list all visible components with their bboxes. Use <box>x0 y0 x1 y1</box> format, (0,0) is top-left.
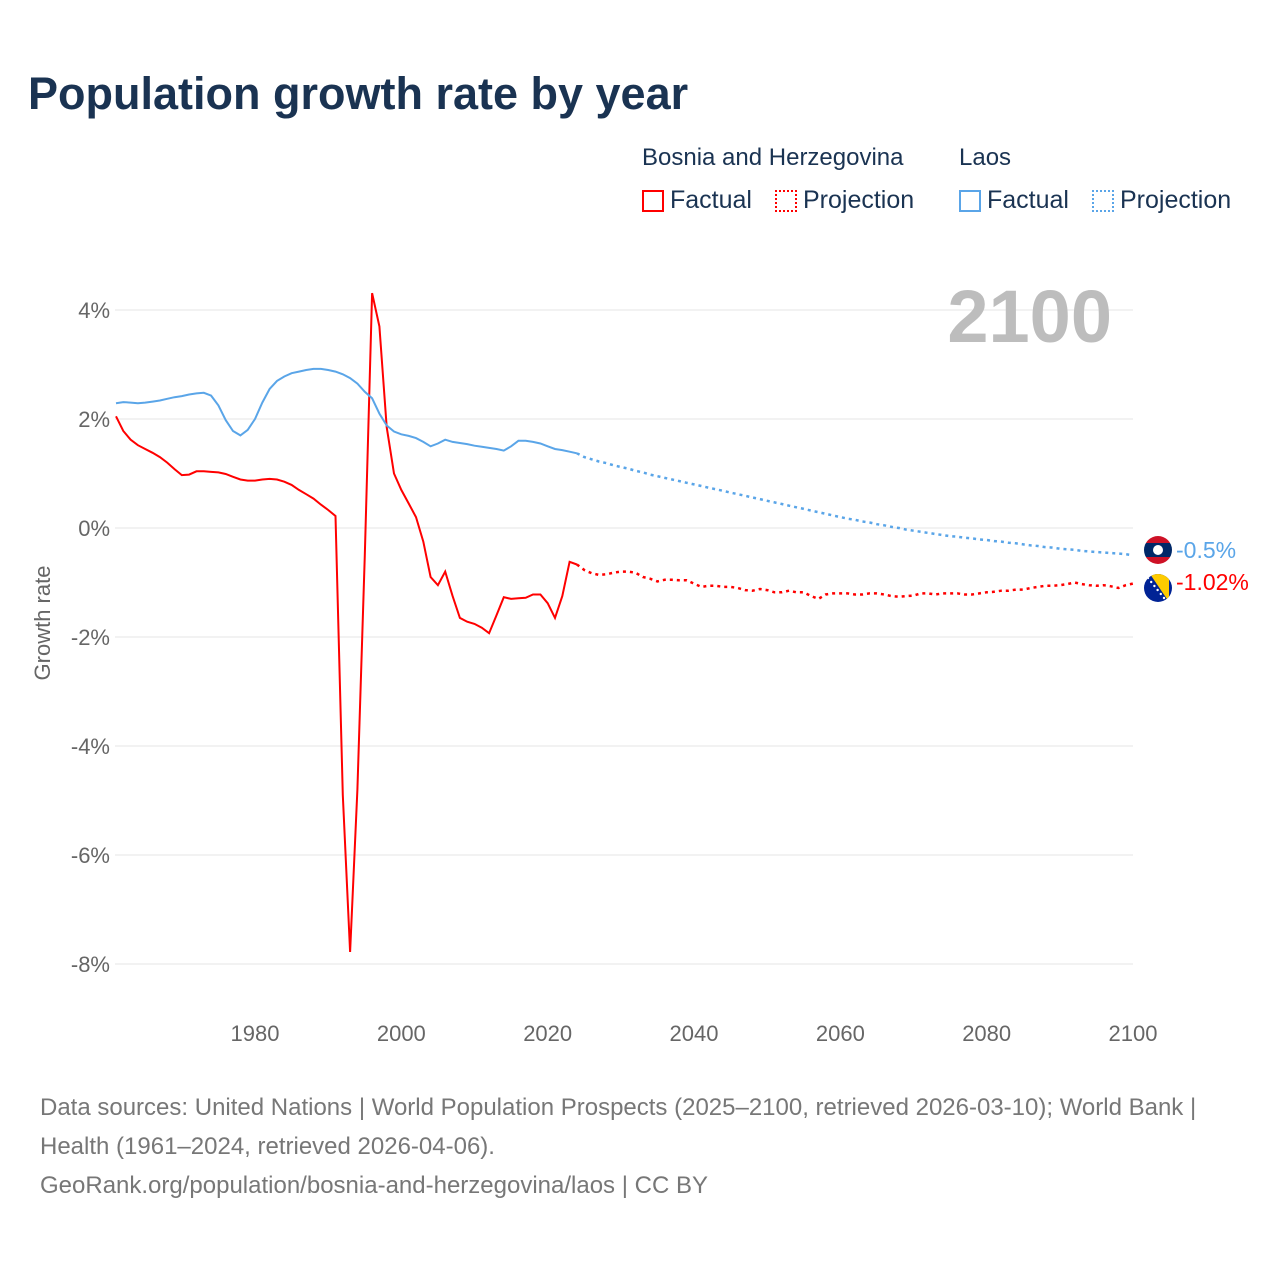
x-tick-label: 2100 <box>1109 1021 1158 1046</box>
y-tick-label: -2% <box>71 625 110 650</box>
legend-label: Factual <box>670 186 752 214</box>
legend-label: Projection <box>803 186 915 214</box>
legend-group-laos: Laos <box>959 144 1012 171</box>
x-tick-label: 2020 <box>523 1021 572 1046</box>
legend-swatch-dotted-blue <box>1092 189 1114 212</box>
bosnia-projection-line <box>576 563 1134 601</box>
legend-laos-projection[interactable]: Projection <box>1092 186 1231 215</box>
legend-swatch-solid-red <box>642 189 664 212</box>
laos-factual-line <box>115 367 578 455</box>
x-tick-label: 2000 <box>377 1021 426 1046</box>
chart-title: Population growth rate by year <box>28 68 689 119</box>
bosnia-flag-icon <box>1144 574 1172 602</box>
y-axis-label: Growth rate <box>30 566 55 681</box>
x-tick-label: 2080 <box>962 1021 1011 1046</box>
laos-flag-icon <box>1144 536 1172 564</box>
legend-bosnia-projection[interactable]: Projection <box>775 186 914 215</box>
x-tick-label: 1980 <box>231 1021 280 1046</box>
bosnia-end-label: -1.02% <box>1176 569 1249 595</box>
legend-swatch-dotted-red <box>775 189 797 212</box>
legend-swatch-solid-blue <box>959 189 981 212</box>
x-tick-label: 2060 <box>816 1021 865 1046</box>
y-tick-label: -8% <box>71 952 110 977</box>
legend-group-bosnia: Bosnia and Herzegovina <box>642 144 904 171</box>
laos-end-label: -0.5% <box>1176 537 1236 563</box>
y-tick-label: 2% <box>78 407 110 432</box>
footer: Data sources: United Nations | World Pop… <box>40 1088 1240 1205</box>
y-tick-label: -4% <box>71 734 110 759</box>
x-tick-label: 2040 <box>670 1021 719 1046</box>
line-chart: 4% 2% 0% -2% -4% -6% -8% 1980 2000 2020 2040 2060 20… <box>30 275 1249 1046</box>
bosnia-factual-line <box>115 292 578 953</box>
year-indicator: 2100 <box>947 275 1112 358</box>
source-link[interactable]: GeoRank.org/population/bosnia-and-herzeg… <box>40 1172 708 1199</box>
y-tick-label: 4% <box>78 298 110 323</box>
legend-label: Projection <box>1120 186 1232 214</box>
legend-laos-factual[interactable]: Factual <box>959 186 1069 215</box>
y-tick-label: -6% <box>71 843 110 868</box>
data-sources: Data sources: United Nations | World Pop… <box>40 1094 1197 1160</box>
legend-bosnia-factual[interactable]: Factual <box>642 186 752 215</box>
y-tick-label: 0% <box>78 516 110 541</box>
legend-label: Factual <box>987 186 1069 214</box>
laos-projection-line <box>576 452 1134 557</box>
